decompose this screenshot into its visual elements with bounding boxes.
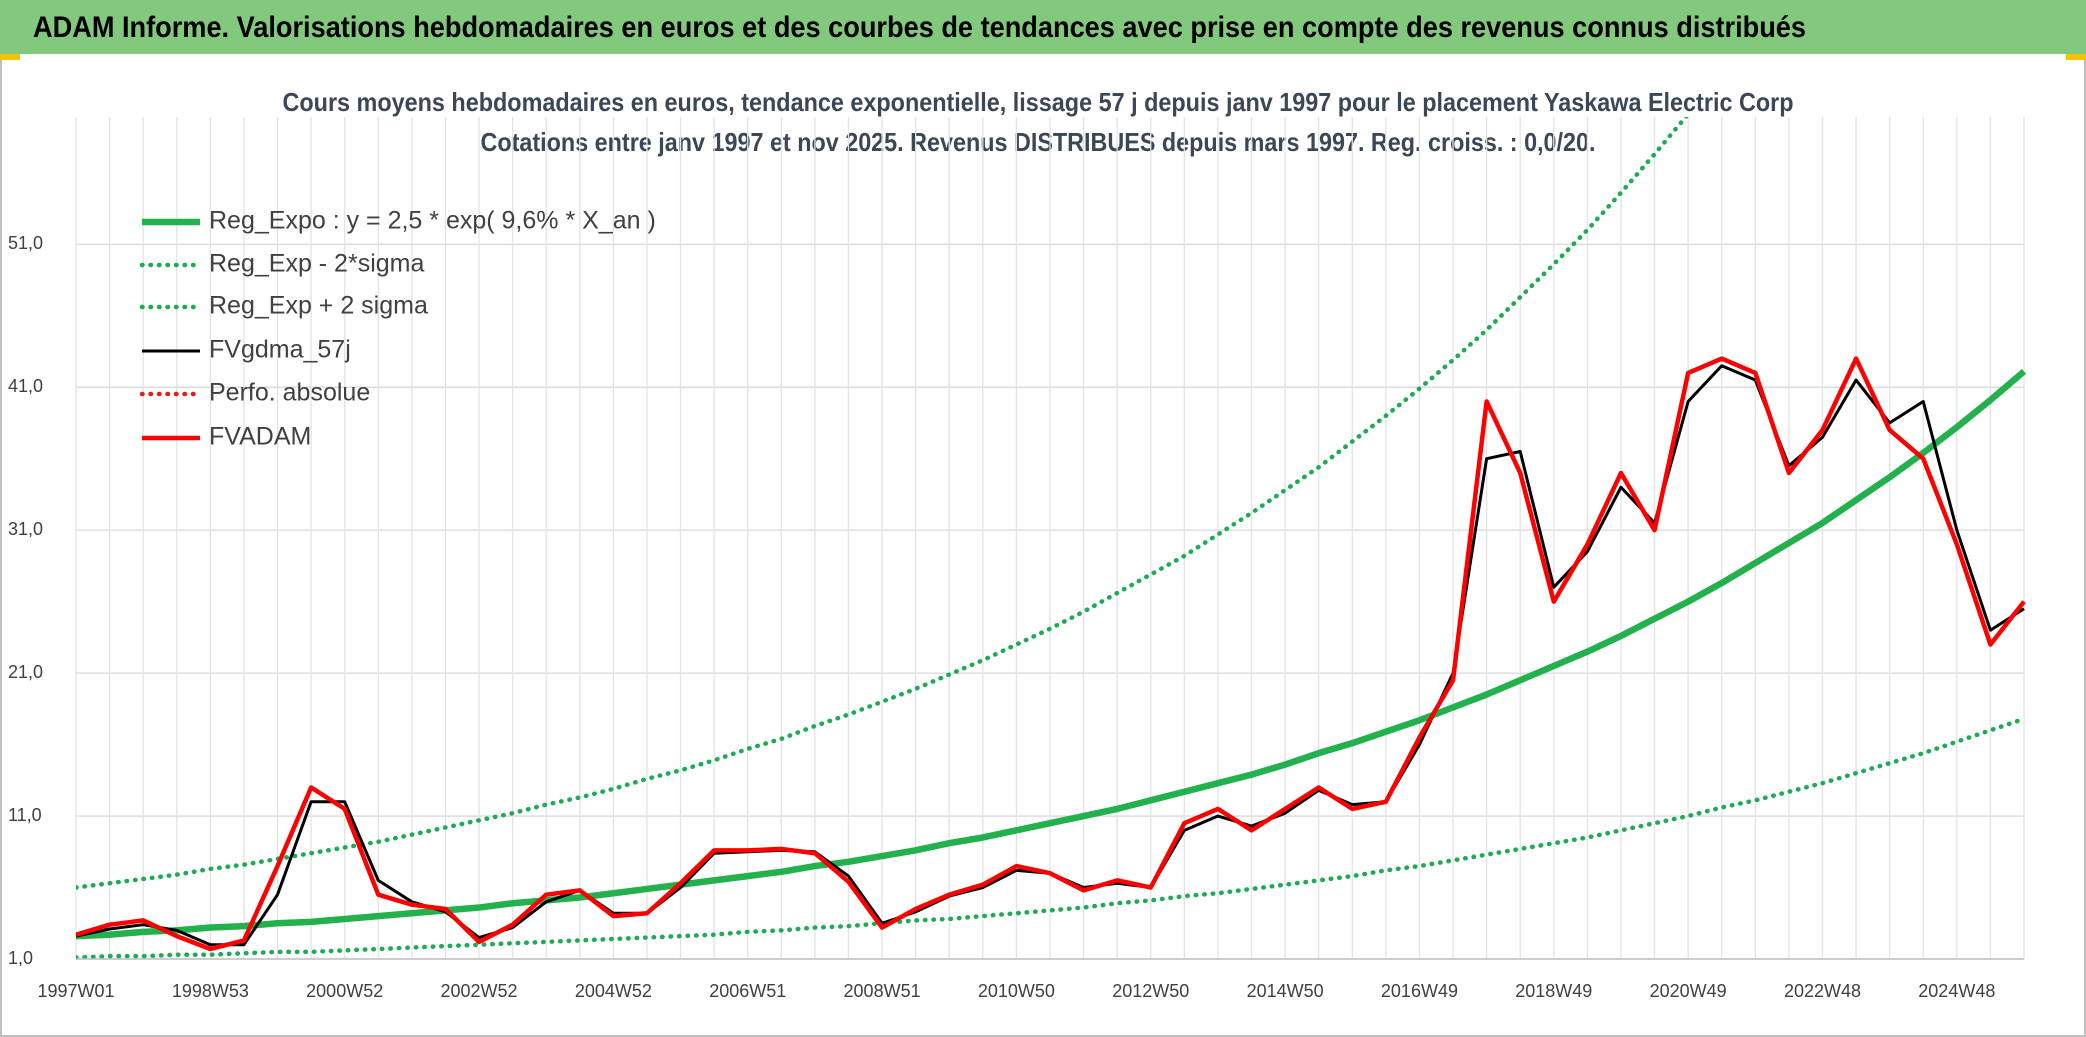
x-tick-label: 1997W01 bbox=[37, 981, 114, 1001]
x-tick-label: 2002W52 bbox=[441, 981, 518, 1001]
chart-title: Cours moyens hebdomadaires en euros, ten… bbox=[283, 87, 1794, 117]
x-tick-label: 2024W48 bbox=[1918, 981, 1995, 1001]
x-tick-label: 2022W48 bbox=[1784, 981, 1861, 1001]
x-tick-label: 2018W49 bbox=[1515, 981, 1592, 1001]
y-tick-label: 1,0 bbox=[8, 948, 33, 968]
x-tick-label: 2012W50 bbox=[1112, 981, 1189, 1001]
grid bbox=[75, 117, 2025, 960]
x-tick-label: 2010W50 bbox=[978, 981, 1055, 1001]
header-bar bbox=[0, 0, 2086, 54]
legend-label: Reg_Exp - 2*sigma bbox=[209, 250, 424, 278]
chart-subtitle: Cotations entre janv 1997 et nov 2025. R… bbox=[481, 127, 1596, 157]
legend-label: Reg_Exp + 2 sigma bbox=[209, 292, 428, 320]
x-tick-label: 2014W50 bbox=[1247, 981, 1324, 1001]
series-line bbox=[76, 716, 2026, 960]
legend: Reg_Expo : y = 2,5 * exp( 9,6% * X_an ) R… bbox=[139, 207, 656, 451]
y-tick-label: 21,0 bbox=[8, 662, 43, 682]
corner-mark bbox=[2066, 54, 2086, 60]
legend-label: Reg_Expo : y = 2,5 * exp( 9,6% * X_an ) bbox=[209, 207, 656, 235]
header-title: ADAM Informe. Valorisations hebdomadaire… bbox=[33, 11, 1806, 44]
legend-label: Perfo. absolue bbox=[209, 379, 370, 407]
x-tick-label: 2000W52 bbox=[306, 981, 383, 1001]
legend-label: FVgdma_57j bbox=[209, 336, 351, 364]
axes: 1,0 11,0 21,0 31,0 41,0 51,0 1997W01 1998W53 200… bbox=[8, 233, 2024, 1001]
corner-mark bbox=[0, 54, 20, 60]
plot-lines bbox=[76, 117, 2026, 960]
x-tick-label: 2006W51 bbox=[709, 981, 786, 1001]
series-line bbox=[76, 117, 1689, 890]
x-tick-label: 2008W51 bbox=[844, 981, 921, 1001]
y-tick-label: 31,0 bbox=[8, 519, 43, 539]
series-line bbox=[76, 356, 2026, 952]
x-tick-label: 2016W49 bbox=[1381, 981, 1458, 1001]
series-line bbox=[76, 368, 2026, 940]
x-tick-label: 2004W52 bbox=[575, 981, 652, 1001]
x-tick-label: 1998W53 bbox=[172, 981, 249, 1001]
y-tick-label: 51,0 bbox=[8, 233, 43, 253]
x-tick-label: 2020W49 bbox=[1650, 981, 1727, 1001]
y-tick-label: 41,0 bbox=[8, 376, 43, 396]
y-tick-label: 11,0 bbox=[8, 805, 42, 825]
legend-label: FVADAM bbox=[209, 423, 311, 451]
